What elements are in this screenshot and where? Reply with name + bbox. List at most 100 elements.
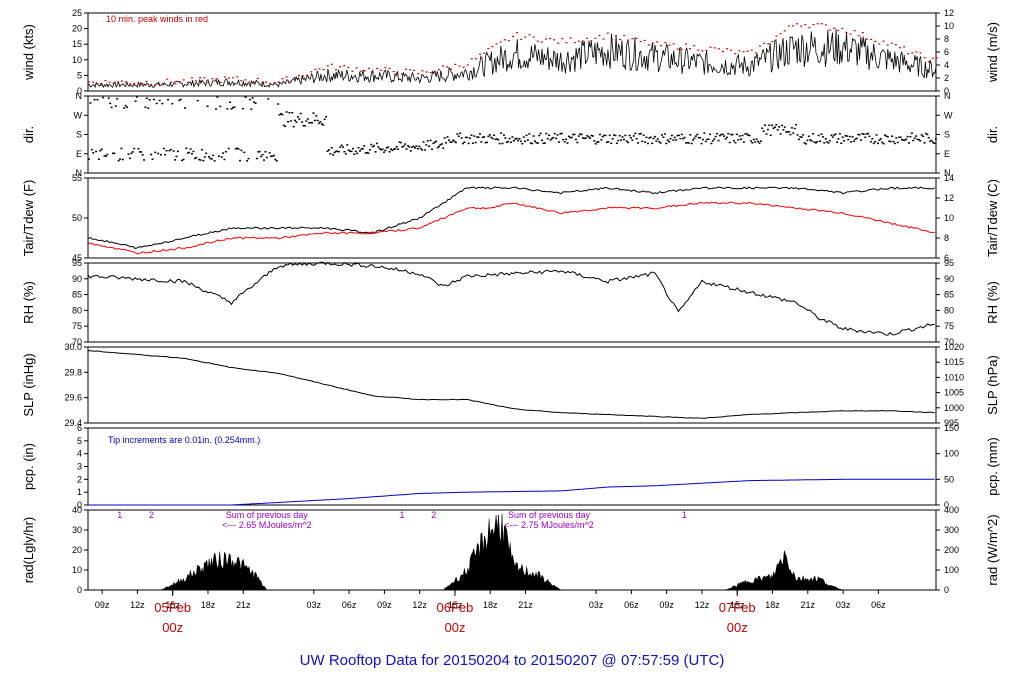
direction-point [776,129,779,131]
peak-wind-point [207,81,210,84]
direction-point [663,133,666,135]
direction-point [771,124,774,127]
left-tick-label: 15 [72,39,82,49]
direction-point [195,156,198,159]
direction-point [261,153,264,156]
direction-point [634,132,637,135]
rad-day-mark: 1 [400,510,405,520]
direction-point [344,153,347,155]
direction-point [159,153,162,156]
x-tick-label: 15z [165,600,180,610]
direction-point [570,136,573,139]
rad-sum-line2: <--- 2.75 MJoules/m^2 [504,520,594,530]
left-tick-label: 10 [72,55,82,65]
direction-point [430,148,433,150]
direction-point [827,142,830,144]
direction-point [351,147,354,150]
peak-wind-point [569,37,572,39]
direction-point [696,133,699,136]
direction-point [161,102,164,105]
direction-point [563,140,566,143]
direction-point [732,139,735,142]
direction-point [707,138,710,140]
direction-point [525,134,528,137]
left-tick-label: 20 [72,24,82,34]
peak-wind-point [816,23,819,25]
peak-wind-point [758,45,761,47]
x-tick-label: 03z [307,600,322,610]
peak-wind-point [260,82,263,84]
direction-point [838,133,841,135]
direction-point [797,138,800,141]
peak-wind-point [734,53,737,55]
direction-point [515,137,518,140]
direction-point [676,134,679,137]
peak-wind-point [804,23,807,26]
peak-wind-point [791,25,794,27]
direction-point [550,137,553,140]
direction-point [474,141,477,144]
direction-point [366,151,369,154]
direction-point [425,144,428,146]
peak-wind-point [886,44,889,46]
peak-wind-point [487,47,490,50]
direction-point [500,132,503,134]
peak-wind-point [573,42,576,44]
peak-wind-point [614,35,617,37]
direction-point [605,141,608,143]
right-tick-label: 8 [944,233,949,243]
direction-point [903,139,906,142]
peak-wind-point [861,32,864,34]
direction-point [601,135,604,138]
direction-point [799,136,802,138]
direction-point [281,113,284,116]
direction-point [581,137,584,139]
direction-point [549,139,552,141]
left-tick-label: 55 [72,173,82,183]
peak-wind-point [367,67,370,69]
right-tick-label: 75 [944,321,954,331]
direction-point [591,135,594,137]
panel-frame [87,12,937,92]
direction-point [356,152,359,155]
peak-wind-point [433,71,436,73]
x-tick-label: 12z [130,600,145,610]
left-axis-label: SLP (inHg) [21,353,36,416]
direction-point [670,134,673,137]
direction-point [786,130,789,133]
direction-point [769,134,772,136]
direction-point [764,124,767,126]
peak-wind-point [853,30,856,32]
direction-point [566,142,569,144]
direction-point [358,150,361,152]
peak-wind-point [540,41,543,43]
direction-point [148,98,151,101]
direction-point [96,98,99,101]
direction-point [193,157,196,160]
direction-point [648,137,651,139]
direction-point [744,133,747,135]
direction-point [488,134,491,136]
left-tick-label: 29.8 [64,367,82,377]
right-tick-label: 0 [944,86,949,96]
direction-point [508,137,511,140]
direction-point [497,138,500,141]
peak-wind-point [223,76,226,78]
direction-point [847,138,850,141]
direction-point [533,140,536,142]
peak-wind-point [544,38,547,40]
peak-wind-point [293,77,296,79]
direction-point [703,132,706,134]
direction-point [92,152,95,154]
direction-point [164,154,167,156]
direction-point [902,139,905,141]
direction-point [346,144,349,146]
left-tick-label: 95 [72,258,82,268]
right-axis-label: rad (W/m^2) [985,514,1000,585]
direction-point [916,138,919,141]
peak-wind-point [248,81,251,83]
direction-point [251,97,254,99]
x-tick-label: 06z [624,600,639,610]
direction-point [896,141,899,144]
direction-point [501,142,504,145]
